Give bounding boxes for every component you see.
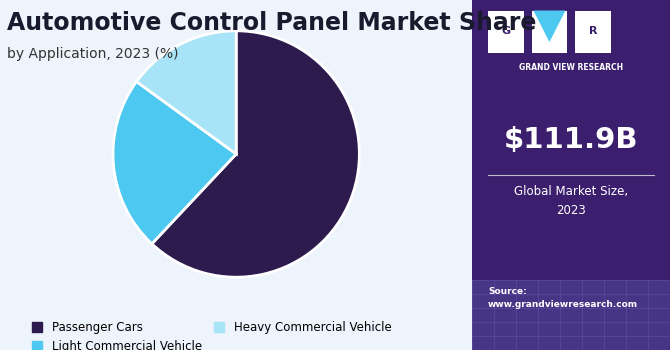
Bar	[532, 10, 567, 52]
Wedge shape	[137, 31, 237, 154]
Text: R: R	[589, 27, 597, 36]
Text: by Application, 2023 (%): by Application, 2023 (%)	[7, 47, 178, 61]
Legend: Passenger Cars, Light Commercial Vehicle, Heavy Commercial Vehicle: Passenger Cars, Light Commercial Vehicle…	[27, 316, 396, 350]
Text: Automotive Control Panel Market Share: Automotive Control Panel Market Share	[7, 10, 536, 35]
Bar	[472, 280, 670, 350]
Text: V: V	[545, 27, 553, 36]
Polygon shape	[533, 10, 565, 42]
Wedge shape	[152, 31, 359, 277]
Bar	[488, 10, 524, 52]
Bar	[575, 10, 611, 52]
Wedge shape	[113, 82, 237, 244]
Text: GRAND VIEW RESEARCH: GRAND VIEW RESEARCH	[519, 63, 623, 72]
Text: $111.9B: $111.9B	[504, 126, 639, 154]
Text: Global Market Size,
2023: Global Market Size, 2023	[514, 186, 628, 217]
Text: Source:
www.grandviewresearch.com: Source: www.grandviewresearch.com	[488, 287, 639, 309]
Text: G: G	[501, 27, 511, 36]
